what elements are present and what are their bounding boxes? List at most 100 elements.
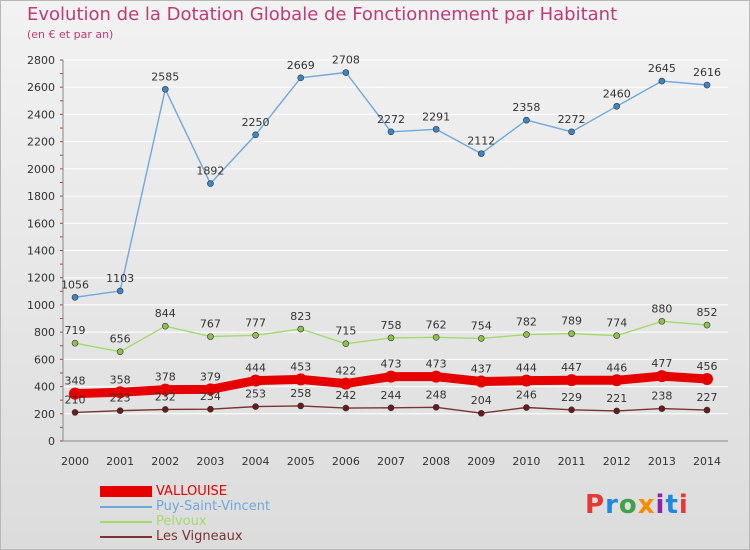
proxiti-logo: Proxiti [585,490,689,520]
y-tick-label: 1400 [27,245,55,258]
y-tick-label: 800 [34,326,55,339]
data-point-les-vigneaux [207,405,214,413]
legend-swatch-puy-saint-vincent [100,506,152,508]
y-tick-label: 1800 [27,190,55,203]
data-point-vallouise [520,374,533,387]
data-label-puy-saint-vincent: 2585 [151,70,179,83]
data-point-pelvoux [703,321,711,329]
data-point-les-vigneaux [387,404,395,412]
data-point-vallouise [339,377,352,390]
data-label-pelvoux: 852 [697,306,718,319]
y-tick-label: 200 [34,408,55,421]
x-tick-label: 2001 [106,455,134,468]
chart-subtitle: (en € et par an) [27,28,114,41]
data-label-les-vigneaux: 238 [651,390,672,403]
chart-title: Evolution de la Dotation Globale de Fonc… [27,4,618,25]
data-point-vallouise [655,370,668,383]
data-label-puy-saint-vincent: 1892 [196,165,224,178]
data-label-puy-saint-vincent: 1103 [106,272,134,285]
data-point-pelvoux [477,335,485,342]
x-tick-label: 2014 [693,455,721,468]
data-label-puy-saint-vincent: 2272 [558,113,586,126]
data-point-vallouise [430,370,443,383]
data-label-puy-saint-vincent: 2291 [422,110,450,123]
data-label-les-vigneaux: 234 [200,390,221,403]
data-point-puy-saint-vincent [432,125,440,133]
data-label-pelvoux: 719 [65,324,86,337]
data-label-les-vigneaux: 246 [516,389,537,402]
data-point-puy-saint-vincent [613,102,621,110]
data-label-les-vigneaux: 229 [561,391,582,404]
data-point-puy-saint-vincent [161,85,169,93]
data-point-pelvoux [523,331,530,338]
data-label-les-vigneaux: 227 [697,391,718,404]
data-label-vallouise: 447 [561,361,582,374]
data-point-pelvoux [342,340,350,348]
logo-letter: t [665,490,679,520]
data-point-pelvoux [658,317,666,325]
data-label-les-vigneaux: 204 [471,394,492,407]
data-label-vallouise: 422 [335,365,356,378]
data-point-puy-saint-vincent [477,150,485,157]
data-label-les-vigneaux: 253 [245,388,266,401]
data-label-les-vigneaux: 223 [110,392,131,405]
data-point-les-vigneaux [297,402,305,410]
data-point-pelvoux [432,334,440,341]
data-label-les-vigneaux: 258 [290,387,311,400]
data-point-pelvoux [613,332,621,339]
data-point-vallouise [475,375,488,388]
data-label-puy-saint-vincent: 2358 [512,101,540,114]
logo-letter: x [637,490,656,520]
data-point-les-vigneaux [703,406,711,414]
data-label-les-vigneaux: 244 [381,389,402,402]
data-label-vallouise: 473 [426,358,447,371]
legend-label-les-vigneaux: Les Vigneaux [156,529,243,544]
data-point-vallouise [701,372,713,385]
data-point-les-vigneaux [568,406,575,414]
x-tick-label: 2004 [242,455,270,468]
data-label-vallouise: 437 [471,363,492,376]
y-tick-label: 2800 [27,54,55,67]
x-tick-label: 2006 [332,455,360,468]
legend-label-puy-saint-vincent: Puy-Saint-Vincent [156,499,271,514]
data-label-puy-saint-vincent: 2460 [603,87,631,100]
data-point-pelvoux [568,330,575,337]
data-label-vallouise: 444 [516,362,537,375]
data-point-puy-saint-vincent [297,74,305,82]
data-label-pelvoux: 823 [290,310,311,323]
data-point-puy-saint-vincent [658,77,666,85]
data-point-les-vigneaux [613,407,621,415]
data-label-pelvoux: 782 [516,316,537,329]
data-label-vallouise: 348 [65,375,86,388]
data-point-pelvoux [297,325,305,333]
x-tick-label: 2003 [196,455,224,468]
x-tick-label: 2011 [558,455,586,468]
x-tick-label: 2012 [603,455,631,468]
legend-label-pelvoux: Pelvoux [156,514,207,529]
data-point-puy-saint-vincent [523,116,530,124]
y-tick-label: 1000 [27,299,55,312]
data-label-pelvoux: 774 [606,317,627,330]
data-label-les-vigneaux: 210 [65,393,86,406]
legend-swatch-vallouise [100,486,152,497]
data-point-les-vigneaux [252,403,259,410]
y-tick-label: 1600 [27,217,55,230]
y-tick-label: 1200 [27,272,55,285]
data-label-vallouise: 446 [606,361,627,374]
y-tick-label: 600 [34,353,55,366]
data-point-pelvoux [161,322,169,330]
logo-letter: i [678,490,689,520]
data-point-les-vigneaux [161,406,169,413]
legend-swatch-les-vigneaux [100,536,152,538]
x-tick-label: 2002 [151,455,179,468]
x-tick-label: 2007 [377,455,405,468]
data-label-vallouise: 444 [245,362,266,375]
y-tick-label: 2000 [27,163,55,176]
data-point-les-vigneaux [432,403,440,411]
series-line-puy-saint-vincent [74,71,708,298]
legend-label-vallouise: VALLOUISE [156,484,228,499]
data-label-puy-saint-vincent: 2616 [693,66,721,79]
data-label-pelvoux: 844 [155,307,176,320]
data-label-vallouise: 456 [697,360,718,373]
data-point-pelvoux [116,348,124,356]
